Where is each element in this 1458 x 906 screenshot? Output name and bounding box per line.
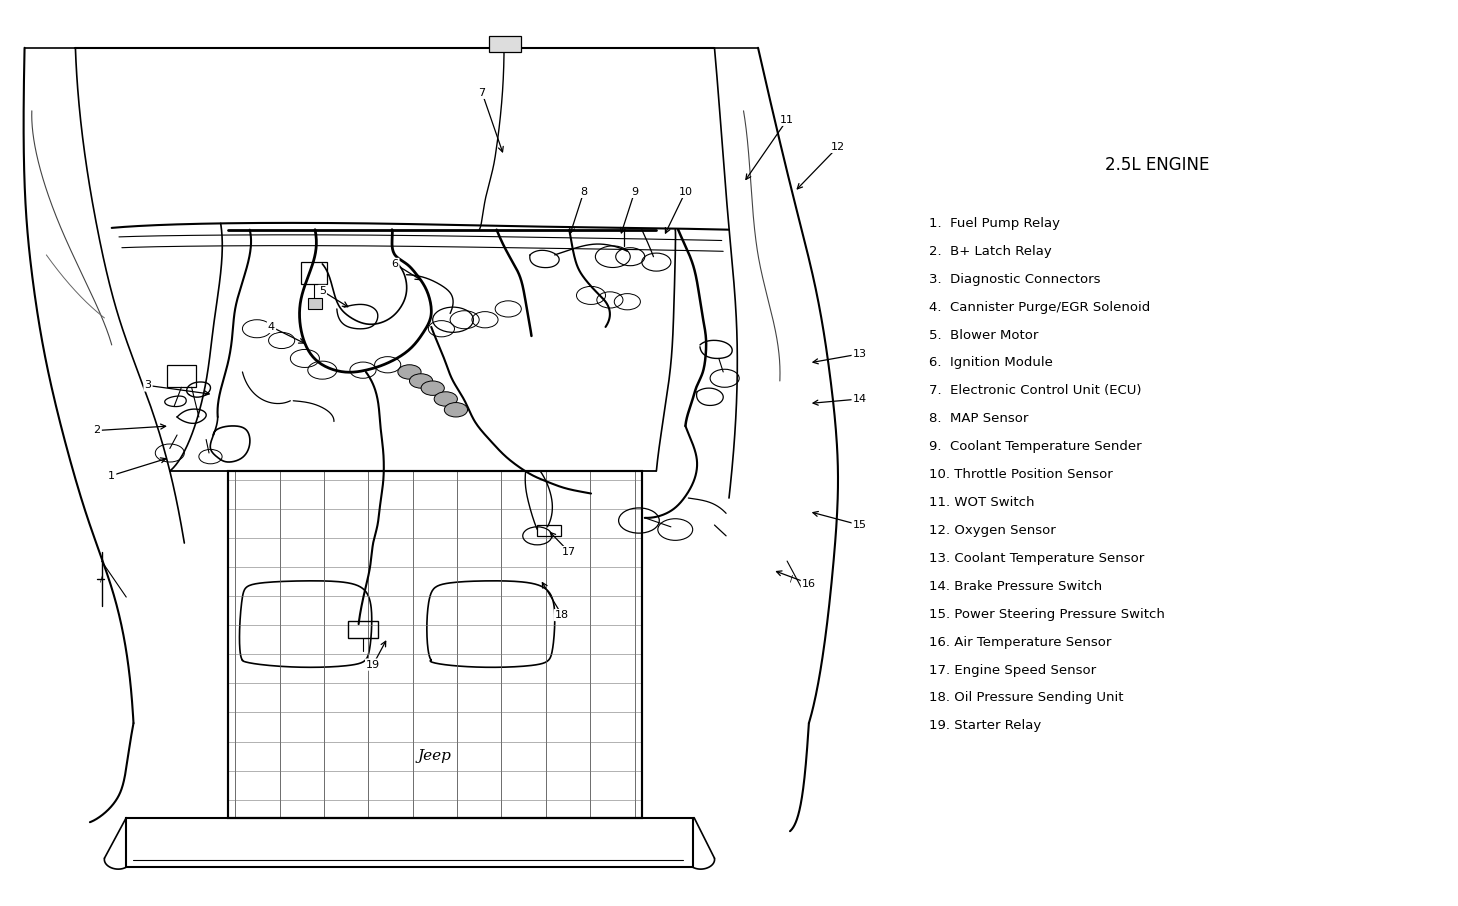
Text: 3.  Diagnostic Connectors: 3. Diagnostic Connectors xyxy=(929,273,1101,285)
Text: 9: 9 xyxy=(631,187,639,197)
Text: 12: 12 xyxy=(831,142,846,152)
Text: 11: 11 xyxy=(780,115,795,125)
Bar xyxy=(308,298,322,309)
Bar xyxy=(300,262,327,284)
Text: 9.  Coolant Temperature Sender: 9. Coolant Temperature Sender xyxy=(929,440,1142,453)
Text: 13: 13 xyxy=(853,349,866,359)
Bar xyxy=(166,365,195,387)
Text: 2: 2 xyxy=(93,426,101,436)
Text: 12. Oxygen Sensor: 12. Oxygen Sensor xyxy=(929,524,1056,537)
Text: 1: 1 xyxy=(108,470,115,480)
Text: 4.  Cannister Purge/EGR Solenoid: 4. Cannister Purge/EGR Solenoid xyxy=(929,301,1150,313)
Text: /: / xyxy=(790,574,793,583)
Text: 2.  B+ Latch Relay: 2. B+ Latch Relay xyxy=(929,245,1053,258)
Circle shape xyxy=(398,365,421,380)
Circle shape xyxy=(434,391,458,406)
Text: 10. Throttle Position Sensor: 10. Throttle Position Sensor xyxy=(929,468,1114,481)
Bar xyxy=(348,622,378,638)
Text: 16: 16 xyxy=(802,579,816,589)
Text: 19. Starter Relay: 19. Starter Relay xyxy=(929,719,1041,732)
Text: 8.  MAP Sensor: 8. MAP Sensor xyxy=(929,412,1029,425)
Text: 15. Power Steering Pressure Switch: 15. Power Steering Pressure Switch xyxy=(929,608,1165,621)
Circle shape xyxy=(445,402,468,417)
Circle shape xyxy=(410,374,433,388)
Text: 2.5L ENGINE: 2.5L ENGINE xyxy=(1105,156,1210,174)
Text: 1.  Fuel Pump Relay: 1. Fuel Pump Relay xyxy=(929,217,1060,230)
Text: 14. Brake Pressure Switch: 14. Brake Pressure Switch xyxy=(929,580,1102,593)
Text: 14: 14 xyxy=(853,394,868,404)
Text: /: / xyxy=(101,574,104,583)
Text: 7.  Electronic Control Unit (ECU): 7. Electronic Control Unit (ECU) xyxy=(929,384,1142,398)
Text: 5.  Blower Motor: 5. Blower Motor xyxy=(929,329,1038,342)
Circle shape xyxy=(421,381,445,395)
Text: 7: 7 xyxy=(478,88,486,98)
Text: 3: 3 xyxy=(144,381,152,390)
Text: 17. Engine Speed Sensor: 17. Engine Speed Sensor xyxy=(929,663,1096,677)
Bar xyxy=(227,471,642,818)
Text: 17: 17 xyxy=(563,547,576,557)
Text: 15: 15 xyxy=(853,520,866,530)
Text: 18: 18 xyxy=(555,610,569,620)
Bar xyxy=(538,525,560,535)
Text: 13. Coolant Temperature Sensor: 13. Coolant Temperature Sensor xyxy=(929,552,1145,564)
Text: 18. Oil Pressure Sending Unit: 18. Oil Pressure Sending Unit xyxy=(929,691,1124,705)
Text: 10: 10 xyxy=(678,187,693,197)
Bar xyxy=(127,818,693,867)
Text: 16. Air Temperature Sensor: 16. Air Temperature Sensor xyxy=(929,636,1112,649)
Text: 8: 8 xyxy=(580,187,588,197)
Text: 5: 5 xyxy=(319,286,325,296)
Text: 6: 6 xyxy=(391,259,398,269)
Text: 19: 19 xyxy=(366,660,381,670)
Bar xyxy=(227,471,642,818)
Text: Jeep: Jeep xyxy=(417,749,451,764)
Text: 11. WOT Switch: 11. WOT Switch xyxy=(929,496,1035,509)
Bar xyxy=(490,36,522,53)
Text: 6.  Ignition Module: 6. Ignition Module xyxy=(929,356,1053,370)
Text: 4: 4 xyxy=(268,322,276,332)
